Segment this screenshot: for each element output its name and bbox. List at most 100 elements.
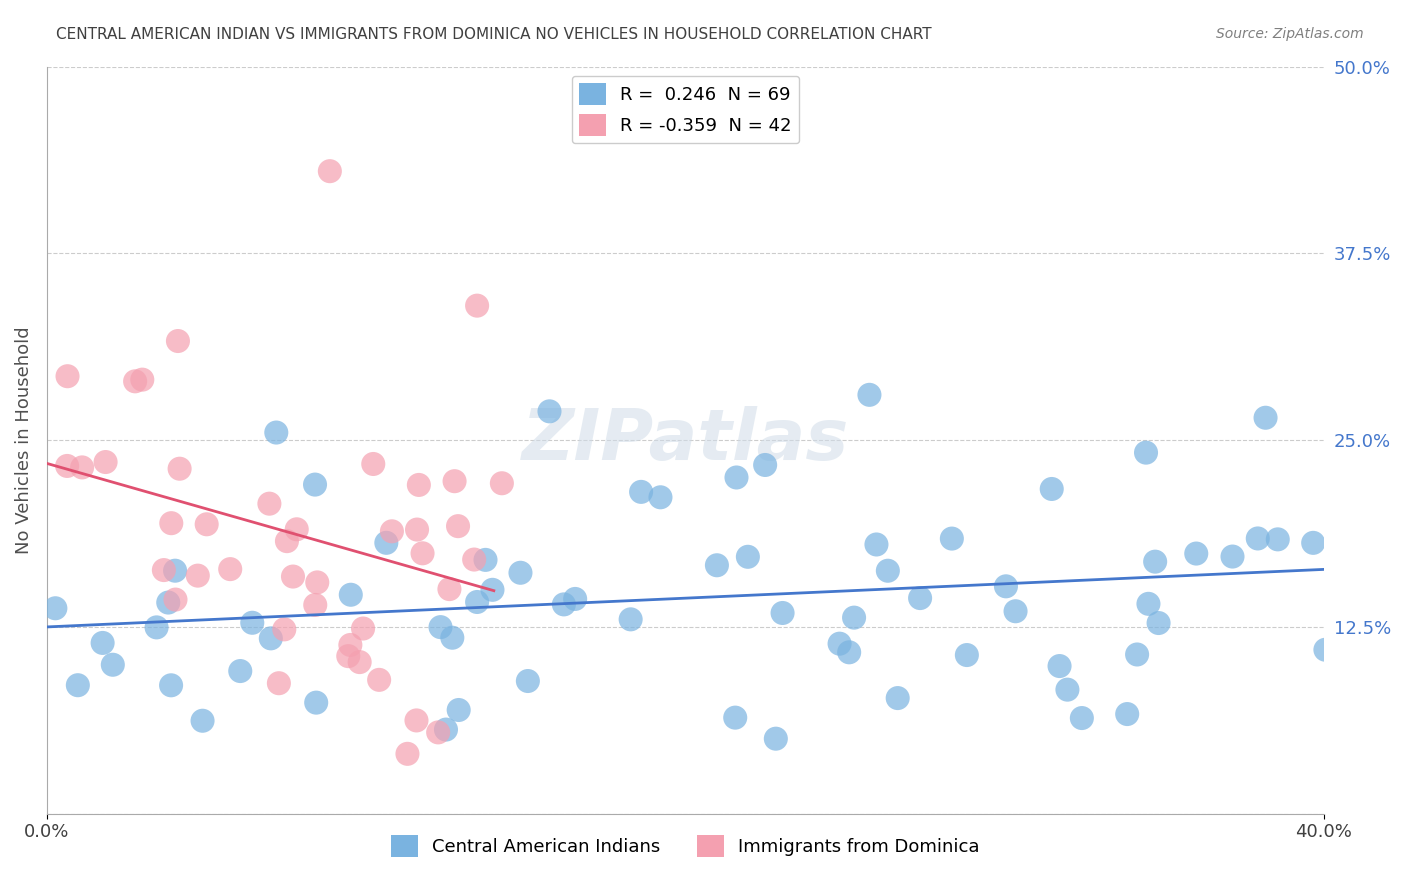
Point [465,299,488,313]
Point [865,537,887,551]
Point [361,457,384,471]
Point [474,553,496,567]
Point [1147,615,1170,630]
Point [429,620,451,634]
Point [620,612,643,626]
Point [169,461,191,475]
Text: ZIPatlas: ZIPatlas [522,406,849,475]
Point [259,497,281,511]
Point [368,673,391,687]
Point [94,455,117,469]
Point [481,582,503,597]
Point [260,632,283,646]
Point [1222,549,1244,564]
Point [319,164,342,178]
Point [165,564,187,578]
Point [191,714,214,728]
Point [886,691,908,706]
Point [538,404,561,418]
Point [1247,532,1270,546]
Point [516,673,538,688]
Point [56,369,79,384]
Point [737,549,759,564]
Point [266,425,288,440]
Point [285,522,308,536]
Point [396,747,419,761]
Point [1185,547,1208,561]
Point [160,516,183,531]
Point [101,657,124,672]
Point [408,478,430,492]
Point [463,552,485,566]
Point [724,711,747,725]
Point [281,569,304,583]
Point [956,648,979,662]
Point [754,458,776,472]
Point [66,678,89,692]
Point [91,636,114,650]
Point [165,592,187,607]
Point [187,568,209,582]
Point [1137,597,1160,611]
Point [1254,410,1277,425]
Text: CENTRAL AMERICAN INDIAN VS IMMIGRANTS FROM DOMINICA NO VEHICLES IN HOUSEHOLD COR: CENTRAL AMERICAN INDIAN VS IMMIGRANTS FR… [56,27,932,42]
Point [1040,482,1063,496]
Point [337,649,360,664]
Point [447,703,470,717]
Point [160,678,183,692]
Point [305,696,328,710]
Point [219,562,242,576]
Legend: R =  0.246  N = 69, R = -0.359  N = 42: R = 0.246 N = 69, R = -0.359 N = 42 [572,76,799,143]
Point [304,598,326,612]
Point [447,519,470,533]
Point [1315,642,1337,657]
Point [630,484,652,499]
Point [145,620,167,634]
Point [240,615,263,630]
Point [406,523,429,537]
Point [876,564,898,578]
Point [412,546,434,560]
Point [229,664,252,678]
Point [157,595,180,609]
Y-axis label: No Vehicles in Household: No Vehicles in Household [15,326,32,554]
Point [307,575,329,590]
Point [304,477,326,491]
Point [273,623,295,637]
Point [70,460,93,475]
Point [706,558,728,573]
Point [1267,533,1289,547]
Point [908,591,931,605]
Point [427,725,450,739]
Point [439,582,461,596]
Point [339,588,361,602]
Point [650,490,672,504]
Point [858,388,880,402]
Point [725,470,748,484]
Point [1302,536,1324,550]
Point [838,645,860,659]
Point [564,591,586,606]
Point [443,474,465,488]
Point [339,638,361,652]
Point [124,374,146,388]
Point [765,731,787,746]
Point [56,458,79,473]
Point [349,655,371,669]
Point [267,676,290,690]
Text: Source: ZipAtlas.com: Source: ZipAtlas.com [1216,27,1364,41]
Point [1144,555,1167,569]
Point [276,534,298,549]
Point [994,579,1017,593]
Point [842,610,865,624]
Point [153,563,176,577]
Point [1049,659,1071,673]
Point [441,631,464,645]
Point [434,723,457,737]
Point [553,598,575,612]
Point [465,595,488,609]
Point [491,476,513,491]
Point [941,532,963,546]
Point [195,517,218,532]
Point [405,714,427,728]
